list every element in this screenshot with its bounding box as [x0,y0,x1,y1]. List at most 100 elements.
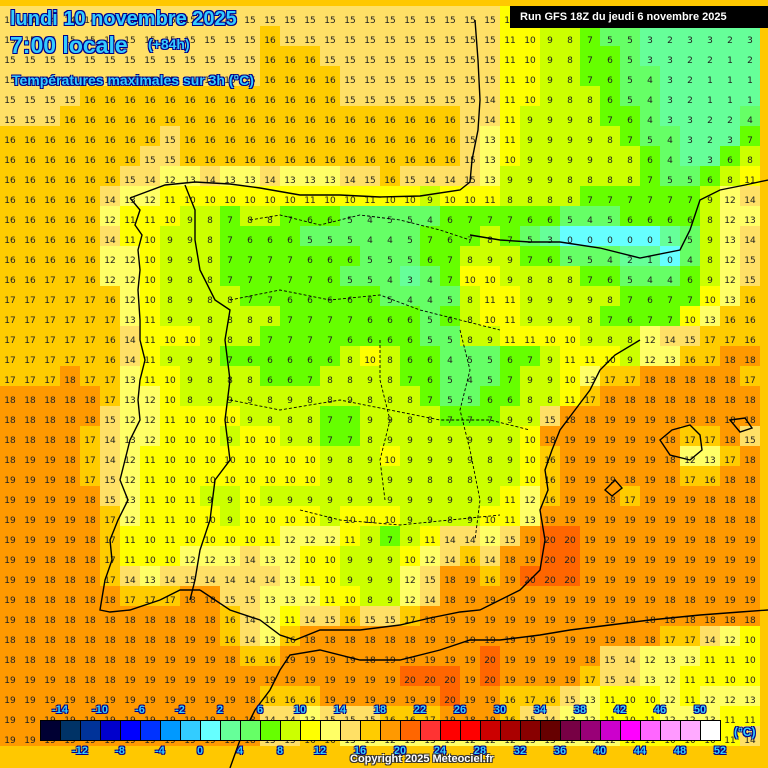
heatmap-cell [40,326,60,346]
temperature-value: 15 [484,56,496,66]
forecast-time: 7:00 locale [10,32,128,58]
temperature-value: 9 [527,296,533,306]
temperature-value: 5 [627,276,633,286]
heatmap-cell [340,286,360,306]
temperature-value: 7 [527,256,533,266]
heatmap-cell [440,386,460,406]
heatmap-cell [220,186,240,206]
heatmap-cell [520,106,540,126]
heatmap-cell [80,266,100,286]
heatmap-cell [560,366,580,386]
temperature-value: 6 [407,336,413,346]
temperature-value: 15 [224,36,236,46]
heatmap-cell [700,386,720,406]
temperature-value: 5 [447,396,453,406]
heatmap-cell [260,166,280,186]
temperature-value: 16 [264,96,276,106]
heatmap-cell [560,246,580,266]
temperature-value: 18 [564,416,576,426]
heatmap-cell [260,426,280,446]
temperature-value: 16 [324,96,336,106]
heatmap-cell [620,126,640,146]
heatmap-cell [600,426,620,446]
heatmap-cell [740,266,760,286]
heatmap-cell [360,46,380,66]
temperature-value: 2 [747,56,753,66]
temperature-value: 11 [500,16,520,26]
temperature-value: 5 [447,296,453,306]
temperature-value: 16 [4,196,16,206]
heatmap-cell [460,426,480,446]
temperature-value: 10 [184,196,196,206]
temperature-value: 16 [744,336,756,346]
temperature-value: 8 [567,276,573,286]
heatmap-cell [340,146,360,166]
heatmap-cell [400,146,420,166]
heatmap-cell [680,146,700,166]
temperature-value: 15 [404,96,416,106]
temperature-value: 14 [264,176,276,186]
legend-swatch [521,721,541,740]
temperature-value: 8 [227,316,233,326]
temperature-value: 15 [64,36,76,46]
legend-swatch [241,721,261,740]
heatmap-cell [160,186,180,206]
heatmap-cell [480,266,500,286]
heatmap-cell [600,306,620,326]
temperature-value: 16 [84,156,96,166]
temperature-value: 7 [247,296,253,306]
heatmap-cell [600,146,620,166]
temperature-value: 11 [144,456,156,466]
temperature-value: 16 [244,96,256,106]
legend-swatch [41,721,61,740]
temperature-value: 15 [424,56,436,66]
temperature-value: 19 [644,456,656,466]
temperature-value: 16 [684,356,696,366]
heatmap-cell [640,286,660,306]
temperature-value: 10 [304,456,316,466]
temperature-value: 7 [327,416,333,426]
heatmap-cell [620,146,640,166]
temperature-value: 18 [664,396,676,406]
heatmap-cell [260,146,280,166]
heatmap-cell [600,86,620,106]
heatmap-cell [460,126,480,146]
heatmap-cell [600,246,620,266]
temperature-value: 7 [267,336,273,346]
heatmap-cell [640,126,660,146]
heatmap-cell [500,246,520,266]
heatmap-cell [60,26,80,46]
temperature-value: 2 [687,96,693,106]
heatmap-cell [560,326,580,346]
heatmap-cell [560,126,580,146]
heatmap-cell [340,66,360,86]
temperature-value: 16 [384,176,396,186]
heatmap-cell [660,86,680,106]
heatmap-cell [700,306,720,326]
heatmap-cell [80,286,100,306]
heatmap-cell [0,446,20,466]
temperature-value: 6 [647,156,653,166]
temperature-value: 10 [144,276,156,286]
temperature-value: 15 [384,76,396,86]
temperature-value: 16 [404,136,416,146]
temperature-value: 4 [667,276,673,286]
heatmap-cell [160,306,180,326]
temperature-value: 19 [584,436,596,446]
temperature-value: 18 [84,416,96,426]
heatmap-cell [140,66,160,86]
temperature-value: 6 [307,216,313,226]
temperature-value: 9 [207,336,213,346]
temperature-value: 16 [184,116,196,126]
heatmap-cell [380,286,400,306]
heatmap-cell [120,6,140,26]
heatmap-cell [0,106,20,126]
temperature-value: 15 [324,36,336,46]
temperature-value: 7 [327,336,333,346]
temperature-value: 9 [507,256,513,266]
heatmap-cell [680,446,700,466]
heatmap-cell [280,126,300,146]
legend-label-bottom: 48 [673,745,687,757]
temperature-value: 17 [624,376,636,386]
temperature-value: 9 [547,376,553,386]
